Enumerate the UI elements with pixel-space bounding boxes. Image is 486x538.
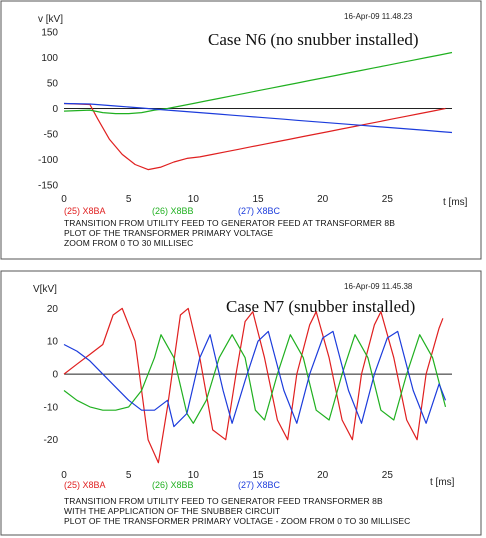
n7-series-line-2 — [63, 330, 447, 428]
n6-series-line-0 — [63, 102, 446, 171]
n6-x-tick-label: 15 — [252, 194, 264, 205]
n6-y-tick-label: 0 — [52, 104, 58, 115]
chart-n7-series — [63, 307, 447, 464]
chart-n6-legend-c: (27) X8BC — [238, 206, 281, 216]
chart-panel-n7: V[kV] 16-Apr-09 11.45.38 Case N7 (snubbe… — [0, 270, 486, 538]
chart-n6-timestamp: 16-Apr-09 11.48.23 — [344, 12, 413, 21]
chart-n6-y-ticks: 150 100 50 0 -50 -100 -150 — [38, 28, 58, 192]
n7-x-tick-label: 10 — [188, 470, 200, 481]
chart-n7-caption-line-3: PLOT OF THE TRANSFORMER PRIMARY VOLTAGE … — [64, 516, 411, 526]
chart-n7-caption-line-1: TRANSITION FROM UTILITY FEED TO GENERATO… — [64, 496, 383, 506]
n6-y-tick-label: -50 — [44, 130, 59, 141]
chart-n6-title: Case N6 (no snubber installed) — [208, 30, 419, 49]
chart-n7-legend-b: (26) X8BB — [152, 480, 194, 490]
n6-y-tick-label: 50 — [47, 79, 59, 90]
n7-y-tick-label: 0 — [52, 370, 58, 381]
n7-y-tick-label: -20 — [44, 435, 59, 446]
chart-n6-legend-b: (26) X8BB — [152, 206, 194, 216]
chart-n6-svg: v [kV] 16-Apr-09 11.48.23 Case N6 (no sn… — [0, 0, 482, 260]
chart-n6-xlabel: t [ms] — [443, 197, 468, 208]
chart-n6-series — [63, 51, 453, 171]
n6-x-tick-label: 0 — [61, 194, 67, 205]
chart-n7-timestamp: 16-Apr-09 11.45.38 — [344, 282, 413, 291]
n7-x-tick-label: 5 — [126, 470, 132, 481]
chart-n6-caption-line-3: ZOOM FROM 0 TO 30 MILLISEC — [64, 238, 194, 248]
n6-y-tick-label: 100 — [41, 53, 58, 64]
chart-n7-y-ticks: 20 10 0 -10 -20 — [44, 304, 59, 446]
n6-y-tick-label: -150 — [38, 180, 58, 191]
chart-n6-frame — [0, 0, 482, 260]
n7-y-tick-label: 10 — [47, 337, 59, 348]
n7-series-line-0 — [63, 307, 444, 464]
n6-x-tick-label: 25 — [382, 194, 394, 205]
chart-n7-frame — [0, 270, 482, 536]
chart-n7-legend-c: (27) X8BC — [238, 480, 281, 490]
n7-x-tick-label: 20 — [317, 470, 329, 481]
n7-x-tick-label: 25 — [382, 470, 394, 481]
chart-n7-xlabel: t [ms] — [430, 477, 455, 488]
n7-series-line-1 — [63, 334, 447, 424]
n6-x-tick-label: 20 — [317, 194, 329, 205]
n6-x-tick-label: 5 — [126, 194, 132, 205]
chart-n6-caption-line-2: PLOT OF THE TRANSFORMER PRIMARY VOLTAGE — [64, 228, 274, 238]
n6-series-line-1 — [63, 51, 453, 115]
chart-n7-title: Case N7 (snubber installed) — [226, 297, 415, 316]
chart-n7-caption-line-2: WITH THE APPLICATION OF THE SNUBBER CIRC… — [64, 506, 281, 516]
chart-n6-caption: TRANSITION FROM UTILITY FEED TO GENERATO… — [64, 218, 395, 248]
n6-y-tick-label: 150 — [41, 28, 58, 39]
chart-n7-legend-a: (25) X8BA — [64, 480, 106, 490]
chart-n6-x-ticks: 0 5 10 15 20 25 — [61, 194, 393, 205]
chart-n6-ylabel: v [kV] — [38, 14, 63, 25]
chart-n7-ylabel: V[kV] — [33, 284, 57, 295]
n6-series-line-2 — [63, 102, 453, 134]
n7-y-tick-label: 20 — [47, 304, 59, 315]
chart-n6-caption-line-1: TRANSITION FROM UTILITY FEED TO GENERATO… — [64, 218, 396, 228]
chart-n7-x-ticks: 0 5 10 15 20 25 — [61, 470, 393, 481]
n7-y-tick-label: -10 — [44, 402, 59, 413]
chart-n6-legend-a: (25) X8BA — [64, 206, 106, 216]
chart-n7-caption: TRANSITION FROM UTILITY FEED TO GENERATO… — [64, 496, 410, 526]
n6-x-tick-label: 10 — [188, 194, 200, 205]
chart-panel-n6: v [kV] 16-Apr-09 11.48.23 Case N6 (no sn… — [0, 0, 486, 262]
n6-y-tick-label: -100 — [38, 155, 58, 166]
n7-x-tick-label: 0 — [61, 470, 67, 481]
n7-x-tick-label: 15 — [252, 470, 264, 481]
chart-n7-svg: V[kV] 16-Apr-09 11.45.38 Case N7 (snubbe… — [0, 270, 482, 536]
